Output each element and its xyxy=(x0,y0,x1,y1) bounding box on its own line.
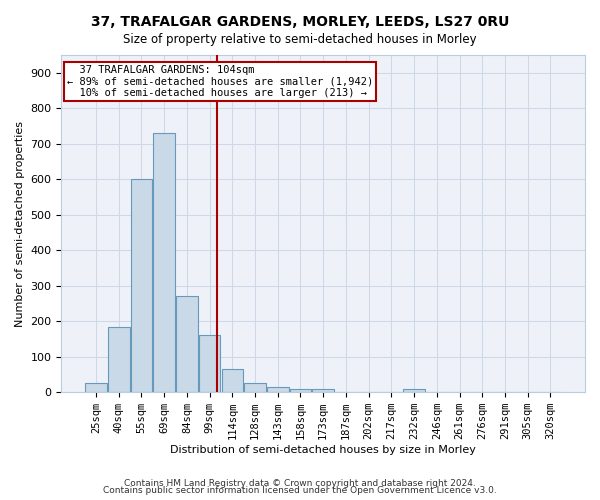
Bar xyxy=(176,296,197,392)
Bar xyxy=(244,384,266,392)
Y-axis label: Number of semi-detached properties: Number of semi-detached properties xyxy=(15,120,25,326)
Text: 37 TRAFALGAR GARDENS: 104sqm
← 89% of semi-detached houses are smaller (1,942)
 : 37 TRAFALGAR GARDENS: 104sqm ← 89% of se… xyxy=(67,65,373,98)
Text: Contains HM Land Registry data © Crown copyright and database right 2024.: Contains HM Land Registry data © Crown c… xyxy=(124,478,476,488)
Bar xyxy=(154,133,175,392)
Text: 37, TRAFALGAR GARDENS, MORLEY, LEEDS, LS27 0RU: 37, TRAFALGAR GARDENS, MORLEY, LEEDS, LS… xyxy=(91,15,509,29)
Bar xyxy=(85,384,107,392)
Bar xyxy=(131,179,152,392)
Bar xyxy=(403,388,425,392)
Bar xyxy=(221,369,243,392)
Bar xyxy=(313,388,334,392)
Bar xyxy=(267,387,289,392)
Bar xyxy=(199,336,220,392)
Text: Size of property relative to semi-detached houses in Morley: Size of property relative to semi-detach… xyxy=(123,32,477,46)
Bar xyxy=(108,326,130,392)
Text: Contains public sector information licensed under the Open Government Licence v3: Contains public sector information licen… xyxy=(103,486,497,495)
X-axis label: Distribution of semi-detached houses by size in Morley: Distribution of semi-detached houses by … xyxy=(170,445,476,455)
Bar xyxy=(290,388,311,392)
